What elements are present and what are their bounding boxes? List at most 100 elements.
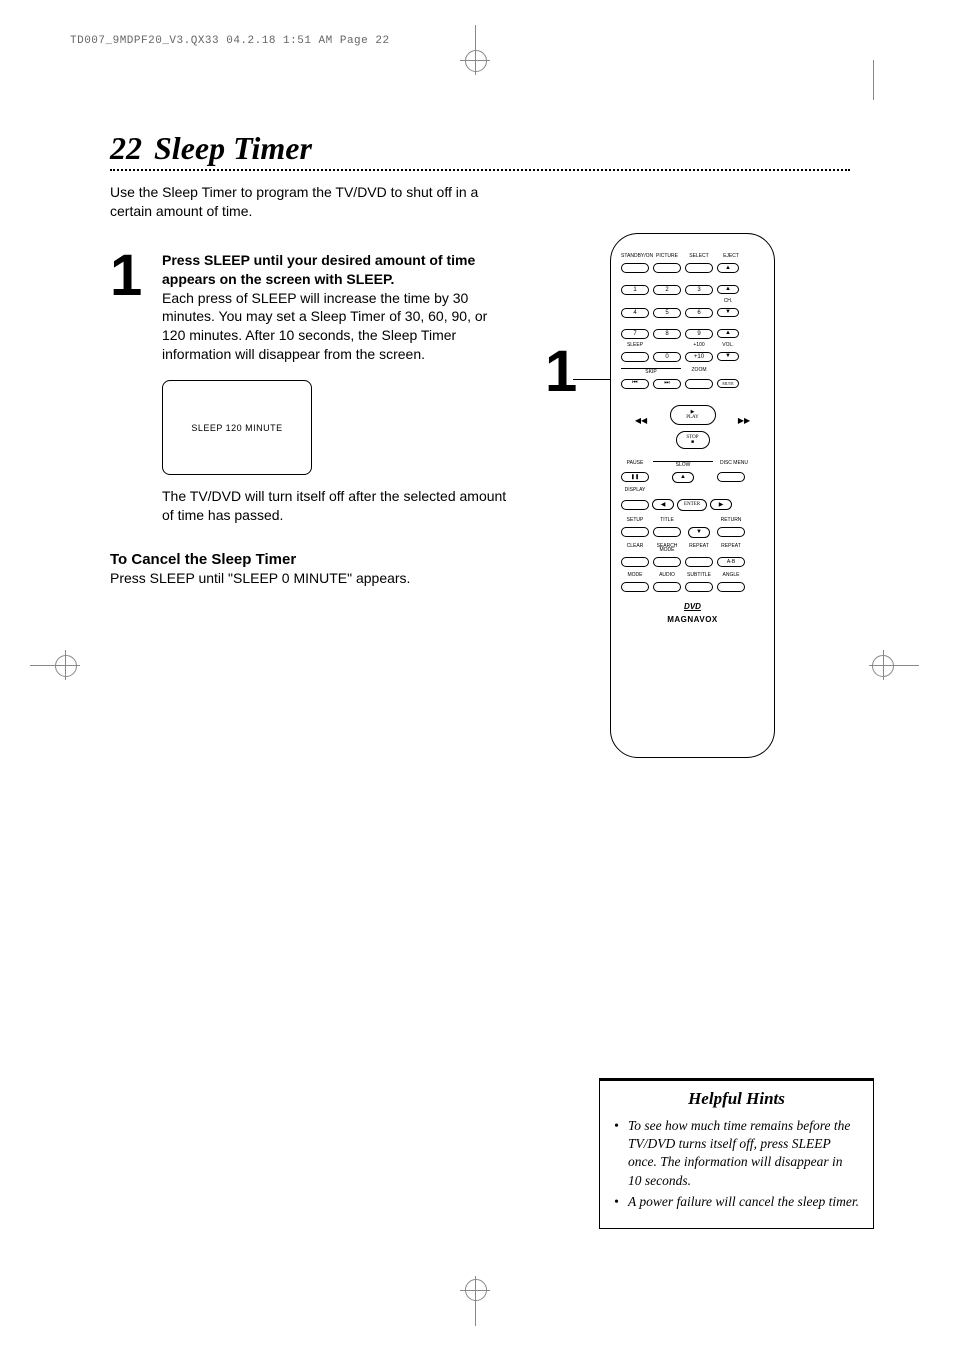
crop-mark-left xyxy=(30,655,65,675)
mode-label: MODE xyxy=(621,573,649,578)
cancel-heading: To Cancel the Sleep Timer xyxy=(110,551,570,568)
vol-down-button: ▼ xyxy=(717,352,739,361)
step-text: Press SLEEP until your desired amount of… xyxy=(162,251,512,364)
subtitle-button xyxy=(685,582,713,592)
step-heading: Press SLEEP until your desired amount of… xyxy=(162,252,475,287)
skip-back-button: ⏮ xyxy=(621,379,649,389)
num-9-button: 9 xyxy=(685,329,713,339)
vol-up-button: ▲ xyxy=(717,329,739,338)
play-section: ◀◀ ▶ PLAY ▶▶ STOP ■ xyxy=(621,399,764,457)
repeat-ab-button: A-B xyxy=(717,557,745,567)
repeat-button xyxy=(685,557,713,567)
callout-number: 1 xyxy=(545,343,577,401)
zoom-button xyxy=(685,379,713,389)
plus10-button: +10 xyxy=(685,352,713,362)
arrow-left-button: ◀ xyxy=(652,499,674,510)
setup-label: SETUP xyxy=(621,518,649,523)
ruler-line xyxy=(873,60,874,100)
search-label: SEARCH MODE xyxy=(653,544,681,553)
hints-title: Helpful Hints xyxy=(614,1089,859,1109)
rewind-button: ◀◀ xyxy=(633,413,649,429)
display-button xyxy=(621,500,649,510)
num-3-button: 3 xyxy=(685,285,713,295)
mode-button xyxy=(621,582,649,592)
right-column: 1 STANDBY/ON PICTURE SELECT EJECT ▲ xyxy=(570,251,850,586)
repeat-ab-label: REPEAT xyxy=(717,544,745,553)
num-8-button: 8 xyxy=(653,329,681,339)
pause-label: PAUSE xyxy=(621,461,649,468)
enter-button: ENTER xyxy=(677,499,707,511)
ff-button: ▶▶ xyxy=(736,413,752,429)
picture-label: PICTURE xyxy=(653,254,681,259)
step-block: 1 Press SLEEP until your desired amount … xyxy=(110,251,570,364)
crop-mark-top xyxy=(465,25,485,60)
brand-logo: MAGNAVOX xyxy=(621,615,764,624)
sleep-button xyxy=(621,352,649,362)
screen-text: SLEEP 120 MINUTE xyxy=(191,423,282,433)
hint-item-2: A power failure will cancel the sleep ti… xyxy=(614,1193,859,1211)
num-7-button: 7 xyxy=(621,329,649,339)
after-screen-text: The TV/DVD will turn itself off after th… xyxy=(162,487,512,525)
disc-menu-label: DISC MENU xyxy=(717,461,751,468)
picture-button xyxy=(653,263,681,273)
num-2-button: 2 xyxy=(653,285,681,295)
return-label: RETURN xyxy=(717,518,745,523)
remote-illustration: STANDBY/ON PICTURE SELECT EJECT ▲ 1 xyxy=(610,233,775,758)
disc-menu-button xyxy=(717,472,745,482)
return-button xyxy=(717,527,745,537)
title-button xyxy=(653,527,681,537)
mute-button: MUTE xyxy=(717,379,739,388)
play-label: PLAY xyxy=(686,415,699,420)
dvd-logo: DVD xyxy=(621,602,764,611)
clear-label: CLEAR xyxy=(621,544,649,553)
display-label: DISPLAY xyxy=(621,488,649,493)
plus100-label: +100 xyxy=(685,343,713,348)
callout-line xyxy=(573,379,610,380)
audio-label: AUDIO xyxy=(653,573,681,578)
print-header: TD007_9MDPF20_V3.QX33 04.2.18 1:51 AM Pa… xyxy=(70,35,390,47)
crop-mark-right xyxy=(884,655,919,675)
slow-label: SLOW xyxy=(653,461,713,468)
ch-up-button: ▲ xyxy=(717,285,739,294)
ch-label: CH. xyxy=(717,299,739,304)
pause-button: ❚❚ xyxy=(621,472,649,482)
subtitle-label: SUBTITLE xyxy=(685,573,713,578)
page-number: 22 xyxy=(110,130,142,167)
eject-label: EJECT xyxy=(717,254,745,259)
title-label: TITLE xyxy=(653,518,681,523)
sleep-label: SLEEP xyxy=(621,343,649,348)
select-button xyxy=(685,263,713,273)
cancel-body: Press SLEEP until "SLEEP 0 MINUTE" appea… xyxy=(110,570,570,586)
setup-button xyxy=(621,527,649,537)
stop-button: STOP ■ xyxy=(676,431,710,449)
search-button xyxy=(653,557,681,567)
crop-mark-bottom xyxy=(465,1291,485,1326)
dotted-divider xyxy=(110,169,850,171)
page-content: 22 Sleep Timer Use the Sleep Timer to pr… xyxy=(110,130,850,586)
page-title-row: 22 Sleep Timer xyxy=(110,130,850,167)
num-6-button: 6 xyxy=(685,308,713,318)
hint-item-1: To see how much time remains before the … xyxy=(614,1117,859,1190)
angle-button xyxy=(717,582,745,592)
arrow-down-button: ▼ xyxy=(688,527,710,538)
left-column: 1 Press SLEEP until your desired amount … xyxy=(110,251,570,586)
step-number: 1 xyxy=(110,253,162,364)
zoom-label: ZOOM xyxy=(685,368,713,375)
skip-fwd-button: ⏭ xyxy=(653,379,681,389)
num-1-button: 1 xyxy=(621,285,649,295)
select-label: SELECT xyxy=(685,254,713,259)
vol-label: VOL. xyxy=(717,343,739,348)
helpful-hints-box: Helpful Hints To see how much time remai… xyxy=(599,1078,874,1229)
remote-top-labels: STANDBY/ON PICTURE SELECT EJECT xyxy=(621,254,764,259)
ch-down-button: ▼ xyxy=(717,308,739,317)
repeat-label: REPEAT xyxy=(685,544,713,553)
num-4-button: 4 xyxy=(621,308,649,318)
audio-button xyxy=(653,582,681,592)
intro-text: Use the Sleep Timer to program the TV/DV… xyxy=(110,183,510,221)
arrow-up-button: ▲ xyxy=(672,472,694,483)
eject-button: ▲ xyxy=(717,263,739,273)
standby-label: STANDBY/ON xyxy=(621,254,649,259)
stop-symbol: ■ xyxy=(691,440,694,445)
page-title: Sleep Timer xyxy=(154,130,312,167)
num-5-button: 5 xyxy=(653,308,681,318)
